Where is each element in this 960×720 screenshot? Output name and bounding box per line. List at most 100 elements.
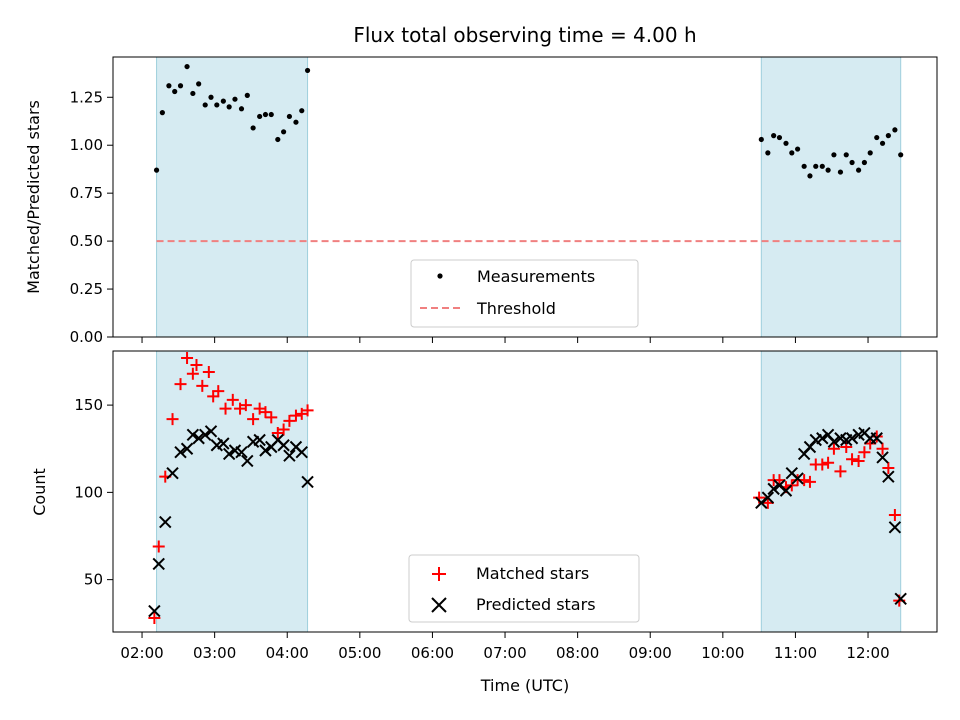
top-ticks: 0.00 0.25 0.50 0.75 1.00 1.25 xyxy=(70,88,869,346)
chart-title: Flux total observing time = 4.00 h xyxy=(353,23,696,47)
measurement-point xyxy=(849,159,855,166)
measurement-point xyxy=(843,152,849,158)
predicted-star-point xyxy=(204,425,218,438)
measurement-point xyxy=(250,125,256,131)
x-tick-label: 11:00 xyxy=(774,644,817,662)
predicted-star-point xyxy=(180,442,194,455)
predicted-star-point xyxy=(235,446,248,459)
measurement-point xyxy=(238,106,245,112)
x-tick-label: 05:00 xyxy=(338,644,381,662)
x-tick-label: 02:00 xyxy=(120,644,163,662)
measurement-point xyxy=(892,127,898,133)
measurement-point xyxy=(166,83,172,89)
measurement-point xyxy=(758,136,764,143)
matched-star-point xyxy=(301,404,314,417)
x-tick-label: 10:00 xyxy=(701,644,744,662)
predicted-star-point xyxy=(152,557,165,571)
matched-star-point xyxy=(846,453,859,466)
matched-star-point xyxy=(265,411,278,424)
top-panel: 0.00 0.25 0.50 0.75 1.00 1.25 Flux total obse… xyxy=(24,23,938,346)
matched-star-point xyxy=(876,442,889,455)
measurement-point xyxy=(765,150,771,156)
predicted-star-point xyxy=(894,592,907,606)
matched-star-point xyxy=(239,399,252,412)
predicted-star-point xyxy=(174,446,187,459)
predicted-star-point xyxy=(259,444,272,457)
bottom-panel: 02:00 03:00 04:00 05:00 06:00 07:00 08:00 09:00… xyxy=(30,350,938,695)
measurement-point xyxy=(214,102,220,108)
matched-star-point xyxy=(219,402,232,415)
bottom-ticks: 02:00 03:00 04:00 05:00 06:00 07:00 08:00 09:00… xyxy=(74,396,889,662)
predicted-star-point xyxy=(761,491,775,504)
matched-star-point xyxy=(186,367,199,380)
measurement-point xyxy=(855,167,862,173)
measurement-point xyxy=(275,136,281,143)
top-y-axis-label: Matched/Predicted stars xyxy=(24,100,43,294)
x-tick-label: 09:00 xyxy=(629,644,672,662)
measurement-point xyxy=(304,67,311,74)
matched-star-point xyxy=(827,442,840,455)
measurement-point xyxy=(299,108,305,114)
x-tick-label: 04:00 xyxy=(266,644,309,662)
measurement-point xyxy=(159,110,165,116)
legend-matched-label: Matched stars xyxy=(476,564,589,583)
top-y-tick-label: 0.00 xyxy=(70,328,103,346)
bottom-legend-box xyxy=(408,554,640,623)
bottom-y-tick-label: 100 xyxy=(74,483,103,501)
measurement-point xyxy=(807,173,813,179)
observing-window-shade xyxy=(760,56,902,338)
predicted-star-point xyxy=(827,435,841,448)
measurement-point xyxy=(837,169,844,175)
observing-window-shade xyxy=(156,56,309,338)
measurement-point xyxy=(861,159,868,166)
predicted-star-point xyxy=(198,428,212,441)
measurement-point xyxy=(825,167,831,173)
measurement-point xyxy=(202,102,208,108)
predicted-star-point xyxy=(816,432,829,445)
matched-star-point xyxy=(882,461,895,474)
measurement-point xyxy=(789,150,795,156)
measurement-point xyxy=(801,163,807,169)
x-tick-label: 03:00 xyxy=(193,644,236,662)
measurement-point xyxy=(286,113,293,120)
predicted-star-point xyxy=(845,432,859,445)
measurement-point xyxy=(885,133,891,139)
top-y-tick-label: 0.75 xyxy=(70,184,103,202)
matched-star-point xyxy=(181,351,194,364)
legend-predicted-label: Predicted stars xyxy=(476,595,596,614)
measurement-point xyxy=(783,140,789,146)
matched-star-point xyxy=(152,540,165,553)
predicted-star-point xyxy=(192,432,205,445)
predicted-star-point xyxy=(217,437,230,450)
measurement-point xyxy=(831,152,837,158)
measurement-point xyxy=(172,88,178,95)
bottom-marks xyxy=(148,351,907,625)
predicted-star-point xyxy=(882,470,895,483)
measurement-point xyxy=(232,96,238,102)
measurement-point xyxy=(268,111,274,118)
matched-star-point xyxy=(852,454,865,467)
predicted-star-point xyxy=(277,439,290,452)
legend-measurements-label: Measurements xyxy=(477,267,595,286)
bottom-y-tick-label: 150 xyxy=(74,396,103,414)
predicted-star-point xyxy=(779,484,793,497)
measurement-point xyxy=(184,63,190,70)
x-tick-label: 07:00 xyxy=(483,644,526,662)
measurement-point xyxy=(771,133,777,139)
measurement-point xyxy=(874,134,880,141)
matched-star-point xyxy=(202,365,215,378)
predicted-star-point xyxy=(876,451,889,464)
bottom-y-tick-label: 50 xyxy=(84,571,103,589)
predicted-star-point xyxy=(159,515,172,529)
predicted-star-point xyxy=(166,466,179,480)
matched-star-point xyxy=(174,378,187,391)
legend-predicted-marker xyxy=(431,597,447,613)
matched-star-point xyxy=(277,423,290,436)
x-tick-label: 06:00 xyxy=(411,644,454,662)
predicted-star-point xyxy=(295,446,308,459)
legend-matched-marker xyxy=(432,567,446,581)
legend-threshold-label: Threshold xyxy=(476,299,556,318)
predicted-star-point xyxy=(791,472,804,485)
measurement-point xyxy=(813,163,819,169)
observing-window-shade xyxy=(760,350,902,633)
